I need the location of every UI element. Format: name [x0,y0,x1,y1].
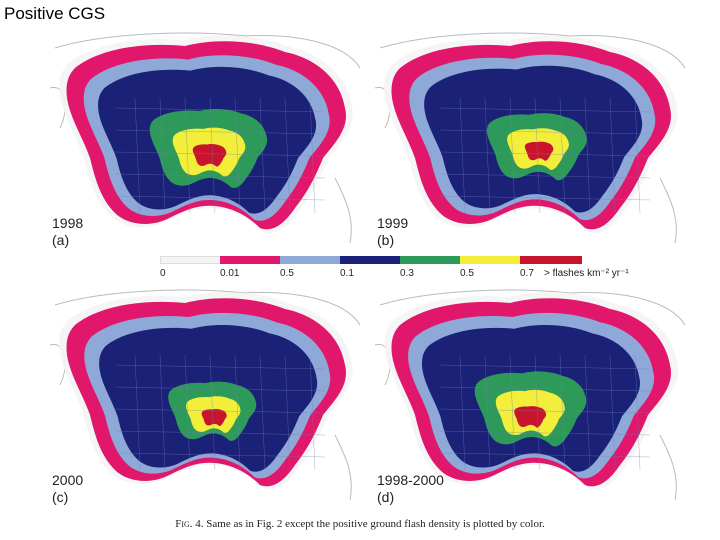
panel-d-year: 1998-2000 [377,472,444,488]
legend-swatch-magenta [220,256,280,264]
legend-tick-5: 0.5 [460,268,474,279]
panel-b-year: 1999 [377,215,409,231]
legend-swatch-yellow [460,256,520,264]
map-panel-a [49,32,361,244]
panel-a-letter: (a) [52,232,70,248]
legend-tick-2: 0.5 [280,268,294,279]
legend-tick-4: 0.3 [400,268,414,279]
panel-b-label: 1999 (b) [377,215,408,249]
legend-tick-3: 0.1 [340,268,354,279]
legend-tick-0: 0 [160,268,166,279]
map-panel-c [49,289,361,501]
legend-swatch-white [160,256,222,264]
slide-title: Positive CGS [4,4,106,23]
legend-swatch-navy [340,256,400,264]
density-layer [524,141,554,161]
color-legend: 0 0.01 0.5 0.1 0.3 0.5 0.7 > flashes km⁻… [160,256,680,286]
legend-tick-1: 0.01 [220,268,240,279]
caption-text: Same as in Fig. 2 except the positive gr… [206,518,545,530]
legend-units: > flashes km⁻² yr⁻¹ [544,268,629,279]
legend-swatch-red [520,256,582,264]
panel-c-label: 2000 (c) [52,472,83,506]
caption-fig-number: Fig. 4. [175,518,204,530]
panel-b-letter: (b) [377,232,395,248]
panel-d-label: 1998-2000 (d) [377,472,444,506]
legend-tick-6: 0.7 [520,268,534,279]
map-panel-b [374,32,686,244]
map-panel-d [374,289,686,501]
panel-d-letter: (d) [377,489,395,505]
panel-c-letter: (c) [52,489,69,505]
panel-a-label: 1998 (a) [52,215,83,249]
figure-caption: Fig. 4. Same as in Fig. 2 except the pos… [0,518,720,530]
density-layer [192,143,227,167]
legend-swatch-green [400,256,460,264]
legend-swatch-lightblue [280,256,340,264]
panel-c-year: 2000 [52,472,84,488]
density-layer [201,409,227,426]
panel-a-year: 1998 [52,215,84,231]
